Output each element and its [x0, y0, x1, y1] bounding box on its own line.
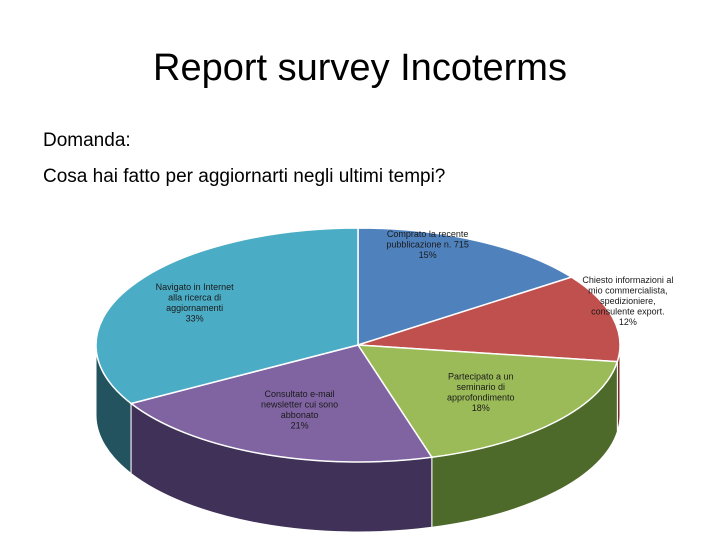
slice-percent: 15%: [419, 250, 437, 260]
slice-label-line: Chiesto informazioni al: [582, 275, 673, 285]
pie-slice: [95, 227, 359, 405]
question-text: Cosa hai fatto per aggiornarti negli ult…: [43, 166, 446, 187]
pie-labels: Comprato la recente pubblicazione n. 715 1…: [156, 229, 674, 431]
pie-sides: [95, 344, 621, 533]
slice-label-line: alla ricerca di: [168, 292, 221, 302]
slice-label: Partecipato a un seminario di approfondime…: [447, 372, 515, 414]
slide-title: Report survey Incoterms: [153, 47, 567, 89]
slice-label-line: aggiornamenti: [166, 303, 223, 313]
slice-label: Chiesto informazioni al mio commercialist…: [582, 275, 673, 327]
slice-percent: 12%: [619, 317, 637, 327]
slice-percent: 33%: [186, 313, 204, 323]
slice-percent: 21%: [291, 421, 309, 431]
pie-slice: [129, 344, 434, 463]
pie-slice: [357, 227, 574, 347]
slice-label-line: approfondimento: [447, 393, 515, 403]
slice-label-line: Comprato la recente: [387, 229, 469, 239]
slice-label-line: mio commercialista,: [588, 286, 668, 296]
slice-label-line: Navigato in Internet: [156, 282, 235, 292]
slice-label-line: spedizioniere,: [600, 296, 656, 306]
slice-label-line: abbonato: [281, 410, 319, 420]
slice-label: Comprato la recente pubblicazione n. 715 1…: [386, 229, 469, 260]
slice-label: Consultato e-mail newsletter cui sono abbo…: [261, 389, 338, 431]
question-label: Domanda:: [43, 130, 131, 151]
pie-tops: [95, 227, 621, 463]
pie-slice: [356, 344, 619, 459]
slice-label-line: newsletter cui sono: [261, 400, 338, 410]
slice-label-line: Consultato e-mail: [265, 389, 335, 399]
slice-label-line: consulente export.: [591, 307, 665, 317]
slice-label-line: seminario di: [456, 382, 505, 392]
pie-slice: [357, 276, 621, 363]
slice-label-line: pubblicazione n. 715: [386, 240, 469, 250]
slice-label: Navigato in Internet alla ricerca di aggio…: [156, 282, 235, 324]
slice-label-line: Partecipato a un: [448, 372, 514, 382]
slice-percent: 18%: [472, 403, 490, 413]
